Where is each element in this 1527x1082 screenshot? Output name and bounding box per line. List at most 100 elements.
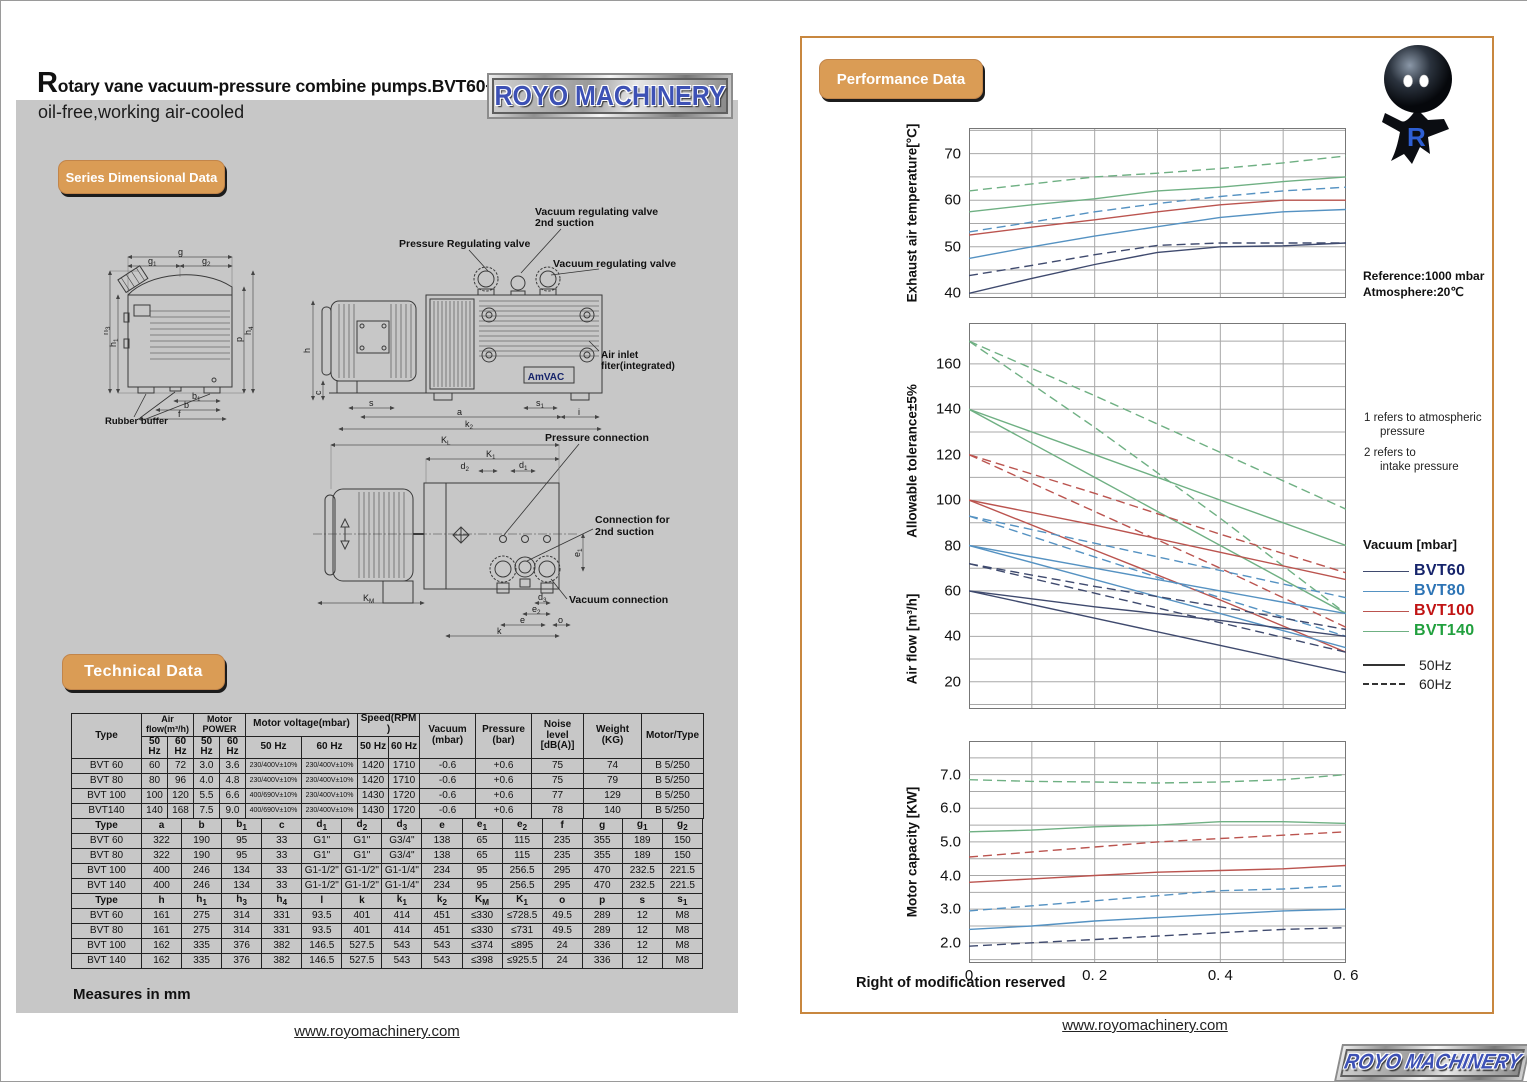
table-cell: +0.6 (475, 773, 533, 790)
table-cell: 12 (621, 923, 663, 940)
table-cell: BVT 100 (71, 788, 142, 805)
column-header: p (581, 893, 623, 910)
table-cell: 12 (621, 938, 663, 955)
table-cell: 230/400V±10% (300, 773, 359, 790)
table-cell: 4.0 (193, 773, 220, 790)
column-header: 60 Hz (300, 735, 359, 760)
col-voltage: Motor voltage(mbar) (244, 713, 359, 737)
table-cell: 230/400V±10% (245, 758, 302, 775)
dashed-line-icon (1363, 682, 1405, 685)
table-cell: 401 (341, 923, 383, 940)
table-cell: ≤330 (461, 908, 503, 925)
dim-b: b (184, 400, 189, 410)
column-header: b1 (221, 818, 263, 835)
y-axis-tick-label: 100 (935, 491, 961, 509)
table-cell: 234 (421, 863, 463, 880)
table-cell: 289 (581, 923, 623, 940)
rotation-arrow-icon (340, 540, 350, 551)
table-cell: G3/4" (381, 848, 423, 865)
motor-capacity-chart: 2.0 3.0 4.0 5.0 6.0 7.0 0 0. 2 0. 4 0. 6 (940, 741, 1359, 984)
table-cell: 230/400V±10% (300, 758, 359, 775)
column-header: e2 (501, 818, 543, 835)
col-airflow: Air flow(m³/h) (141, 713, 194, 737)
pressure-regulating-valve (473, 266, 499, 296)
table-cell: 129 (583, 788, 643, 805)
table-cell: 336 (581, 953, 623, 970)
pump-housing-top (423, 482, 560, 590)
dim-h3: h3 (104, 326, 112, 335)
performance-data-header: Performance Data (819, 59, 983, 99)
legend-item-bvt60: BVT60 (1363, 561, 1493, 581)
col-weight: Weight (KG) (583, 712, 643, 760)
table-cell: 382 (261, 953, 303, 970)
pump-body-side (117, 265, 233, 394)
y-axis-tick-label: 50 (944, 238, 961, 256)
column-header: KM (461, 893, 503, 910)
table-cell: +0.6 (475, 803, 533, 820)
dim-a: a (457, 407, 462, 417)
mascot-eye (1403, 74, 1413, 88)
table-cell: +0.6 (475, 758, 533, 775)
rubber-foot (169, 386, 182, 392)
chart-line-bvt100-60hz-atmospheric (969, 454, 1346, 574)
table-cell: B 5/250 (641, 773, 705, 790)
table-cell: 134 (221, 863, 263, 880)
table-cell: 75 (531, 758, 585, 775)
air-inlet-label-line2: fiter(integrated) (601, 361, 675, 372)
table-cell: 331 (261, 908, 303, 925)
dim-e1: e1 (572, 548, 584, 557)
modification-note: Right of modification reserved (856, 975, 1066, 991)
table-cell: 65 (461, 848, 503, 865)
table-cell: 322 (140, 848, 183, 865)
table-cell: 96 (167, 773, 194, 790)
technical-data-table: Type Air flow(m³/h) Motor POWER Motor vo… (71, 712, 705, 820)
table-cell: 1710 (388, 758, 421, 775)
table-cell: 336 (581, 938, 623, 955)
dimension-table-2: Type h h1 h3 h4 l k k1 k2 KM K1 o p s s1 BVT 60 161 275 3… (71, 893, 704, 970)
note2-line2: intake pressure (1380, 461, 1459, 474)
table-cell: 161 (140, 908, 183, 925)
pump-top (313, 482, 579, 604)
legend-line-icon (1363, 610, 1409, 612)
chart-line-bvt60-50hz (969, 242, 1346, 294)
website-link-left[interactable]: www.royomachinery.com (294, 1023, 460, 1040)
solid-line-icon (1363, 663, 1405, 666)
table-cell: M8 (661, 923, 704, 940)
motor-capacity-axis-label: Motor capacity [KW] (904, 786, 920, 918)
website-link-right[interactable]: www.royomachinery.com (1062, 1017, 1228, 1034)
mascot-eye (1419, 74, 1429, 88)
table-cell: 75 (531, 773, 585, 790)
column-header: h4 (261, 893, 303, 910)
y-axis-tick-label: 70 (944, 145, 961, 163)
dim-K1: K1 (486, 449, 496, 461)
intake-grille (117, 265, 149, 294)
column-header: 50 Hz (357, 735, 390, 760)
table-cell: 1420 (357, 758, 390, 775)
column-header: 60 Hz (167, 735, 194, 760)
table-row: BVT 60 60 72 3.0 3.6 230/400V±10% 230/400V±10%… (71, 758, 705, 775)
table-cell: 232.5 (621, 863, 663, 880)
table-cell: 382 (261, 938, 303, 955)
chart-line-bvt80-60hz (969, 884, 1346, 912)
note1-line1: 1 refers to atmospheric (1364, 412, 1482, 424)
table-cell: ≤731 (501, 923, 543, 940)
clip (123, 312, 130, 323)
dim-g1: g1 (148, 256, 157, 268)
table-cell: B 5/250 (641, 788, 705, 805)
col-pressure: Pressure (bar) (475, 712, 533, 760)
table-cell: BVT 60 (71, 908, 142, 925)
air-flow-chart: 20 40 60 80 100 120 140 160 (936, 323, 1346, 709)
page-title: Rotary vane vacuum-pressure combine pump… (37, 67, 524, 100)
col-speed: Speed(RPM ) (357, 713, 421, 737)
table-cell: 33 (261, 848, 303, 865)
pump-top-view-drawing: Pressure connection Connection for 2nd s… (313, 432, 670, 639)
dim-b1: b1 (192, 391, 201, 403)
table-cell: 33 (261, 833, 303, 850)
vacuum-connector (533, 555, 561, 583)
table-row: BVT 140 400 246 134 33 G1-1/2" G1-1/2" G1-1/4" 2… (71, 878, 704, 895)
dimension-table-1: Type a b b1 c d1 d2 d3 e e1 e2 f g g1 g2 BVT 60 322 190 9… (71, 818, 704, 895)
table-cell: 93.5 (301, 908, 343, 925)
table-cell: B 5/250 (641, 758, 705, 775)
table-cell: -0.6 (419, 758, 477, 775)
